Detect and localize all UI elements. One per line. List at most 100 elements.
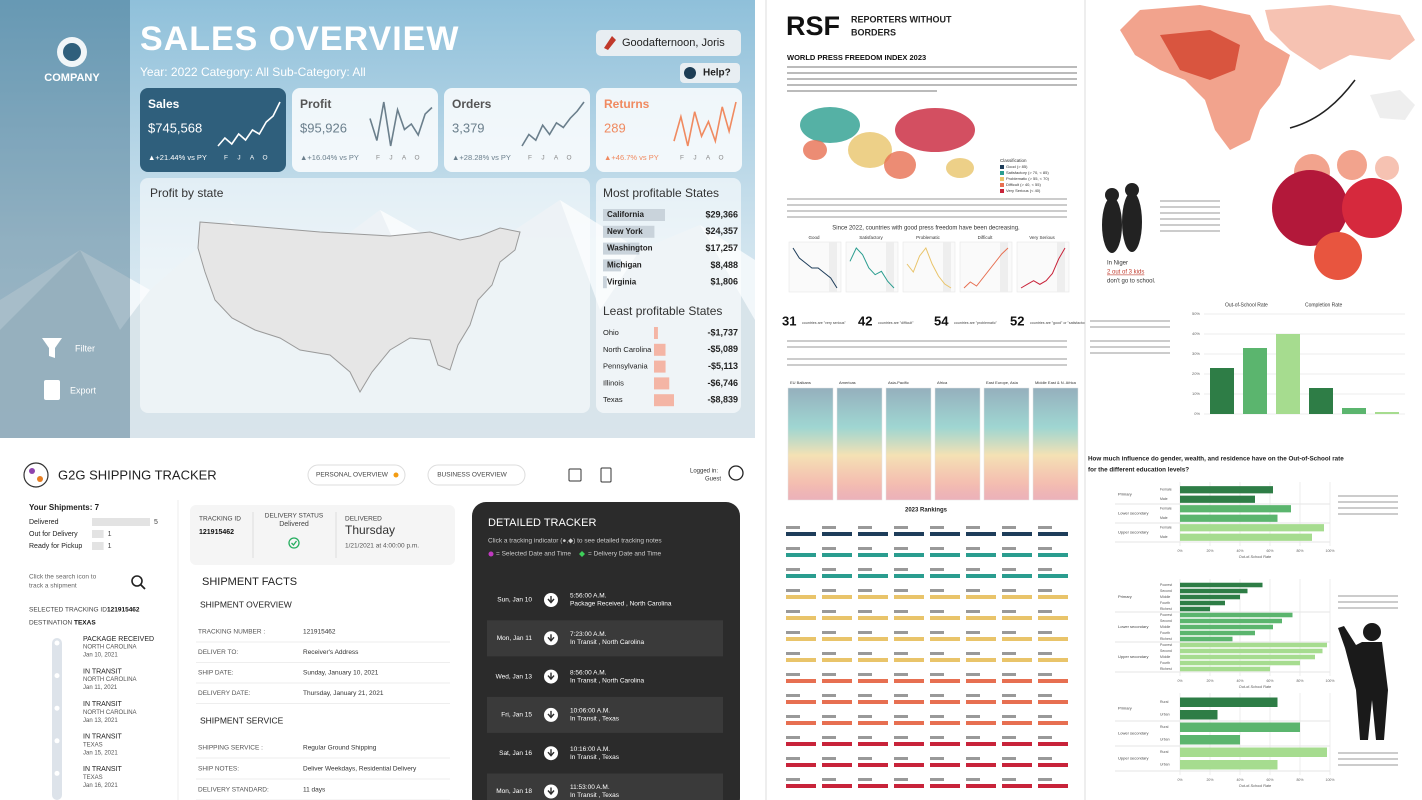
- ranking-tile: [1038, 553, 1068, 557]
- ranking-tile: [894, 595, 924, 599]
- ranking-tile: [1038, 784, 1068, 788]
- ranking-tile: [1038, 658, 1068, 662]
- timeline-dot: [54, 705, 60, 711]
- ranking-tile: [1002, 574, 1032, 578]
- fact-value: Thursday, January 21, 2021: [303, 690, 384, 697]
- region-title: Africa: [937, 380, 948, 385]
- trend-panel-title: Problematic: [916, 235, 941, 240]
- text-filler: [787, 84, 1077, 86]
- hbar: [1180, 618, 1282, 624]
- section-heading: How much influence do gender, wealth, an…: [1088, 456, 1344, 463]
- ranking-code: [966, 526, 980, 529]
- kpi-value: 289: [604, 120, 626, 135]
- ranking-tile: [1038, 721, 1068, 725]
- ranking-code: [1038, 715, 1052, 718]
- ranking-tile: [930, 784, 960, 788]
- kpi-month-label: A: [554, 155, 559, 162]
- category-label: Urban: [1160, 738, 1170, 742]
- y-tick-label: 20%: [1192, 371, 1200, 376]
- search-icon[interactable]: [131, 575, 143, 587]
- ranking-code: [786, 736, 800, 739]
- profit-bar: [603, 242, 640, 255]
- ranking-tile: [822, 679, 852, 683]
- category-label: Middle: [1160, 595, 1170, 599]
- login-user: Guest: [705, 477, 721, 483]
- x-tick-label: 0%: [1177, 549, 1182, 553]
- level-label: Upper secondary: [1118, 756, 1148, 761]
- kpi-label: Sales: [148, 97, 180, 111]
- world-map-shape: [800, 107, 860, 143]
- category-label: Urban: [1160, 763, 1170, 767]
- state-name: North Carolina: [603, 345, 652, 354]
- tracker-date: Fri, Jan 15: [501, 712, 532, 719]
- kpi-month-label: F: [680, 155, 684, 162]
- fact-label: DELIVERY DATE:: [198, 690, 251, 697]
- tracker-row-band: [487, 773, 723, 800]
- ranking-code: [966, 589, 980, 592]
- ranking-tile: [858, 721, 888, 725]
- level-label: Primary: [1118, 492, 1132, 497]
- fact-value: 11 days: [303, 787, 326, 794]
- category-label: Female: [1160, 488, 1172, 492]
- ranking-code: [966, 694, 980, 697]
- x-tick-label: 80%: [1296, 549, 1303, 553]
- ranking-code: [1002, 778, 1016, 781]
- fact-value: Sunday, January 10, 2021: [303, 670, 379, 677]
- ranking-code: [858, 526, 872, 529]
- category-label: Female: [1160, 526, 1172, 530]
- legend-label: Very Serious (< 40): [1006, 188, 1041, 193]
- tracker-date: Mon, Jan 11: [497, 635, 533, 642]
- text-filler: [787, 66, 1077, 68]
- trend-line: [963, 247, 1009, 289]
- card-label: DELIVERED: [345, 516, 382, 523]
- ranking-code: [1038, 673, 1052, 676]
- region-panel: [836, 387, 883, 501]
- ranking-tile: [966, 616, 996, 620]
- state-name: Texas: [603, 395, 623, 404]
- tracker-time: 5:56:00 A.M.: [570, 593, 607, 600]
- ranking-tile: [786, 532, 816, 536]
- kpi-change: ▲+28.28% vs PY: [452, 153, 511, 162]
- bar: [1276, 334, 1300, 414]
- ranking-tile: [930, 679, 960, 683]
- kpi-month-label: O: [718, 155, 723, 162]
- tracker-time: 10:06:00 A.M.: [570, 708, 610, 715]
- facts-title: SHIPMENT FACTS: [202, 576, 297, 588]
- kpi-value: $745,568: [148, 120, 202, 135]
- profit-bar: [603, 259, 621, 272]
- ranking-code: [1002, 715, 1016, 718]
- status-bar: [92, 518, 150, 526]
- ranking-tile: [822, 637, 852, 641]
- ranking-code: [930, 547, 944, 550]
- text-filler: [1090, 320, 1170, 322]
- level-label: Lower secondary: [1118, 624, 1148, 629]
- ranking-code: [1038, 778, 1052, 781]
- timeline-status: IN TRANSIT: [83, 766, 122, 773]
- hbar: [1180, 760, 1278, 770]
- greeting-icon: [604, 36, 616, 50]
- bar: [1210, 368, 1234, 414]
- ranking-tile: [966, 721, 996, 725]
- count-number: 31: [782, 313, 796, 328]
- ranking-code: [822, 652, 836, 655]
- overview-title: SHIPMENT OVERVIEW: [200, 599, 292, 609]
- ranking-code: [894, 778, 908, 781]
- rsf-title: WORLD PRESS FREEDOM INDEX 2023: [787, 53, 926, 62]
- ranking-code: [1038, 631, 1052, 634]
- dashboard-title: SALES OVERVIEW: [140, 20, 459, 58]
- legend-delivery: [579, 551, 585, 557]
- timeline-date: Jan 10, 2021: [83, 653, 118, 659]
- kpi-sparkline: [521, 101, 585, 147]
- kpi-card: [292, 88, 438, 172]
- ranking-tile: [966, 763, 996, 767]
- count-label: countries are "good" or "satisfactory": [1030, 321, 1089, 325]
- timeline-date: Jan 11, 2021: [83, 685, 118, 691]
- ranking-code: [1002, 673, 1016, 676]
- ranking-tile: [966, 637, 996, 641]
- ranking-tile: [930, 721, 960, 725]
- ranking-tile: [858, 637, 888, 641]
- card-label: DELIVERY STATUS: [265, 513, 324, 520]
- text-filler: [1090, 326, 1170, 328]
- ranking-tile: [1038, 637, 1068, 641]
